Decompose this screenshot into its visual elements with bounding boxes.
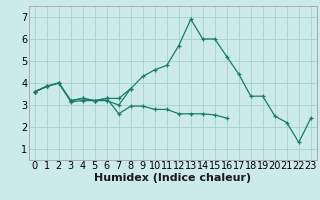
X-axis label: Humidex (Indice chaleur): Humidex (Indice chaleur): [94, 173, 252, 183]
